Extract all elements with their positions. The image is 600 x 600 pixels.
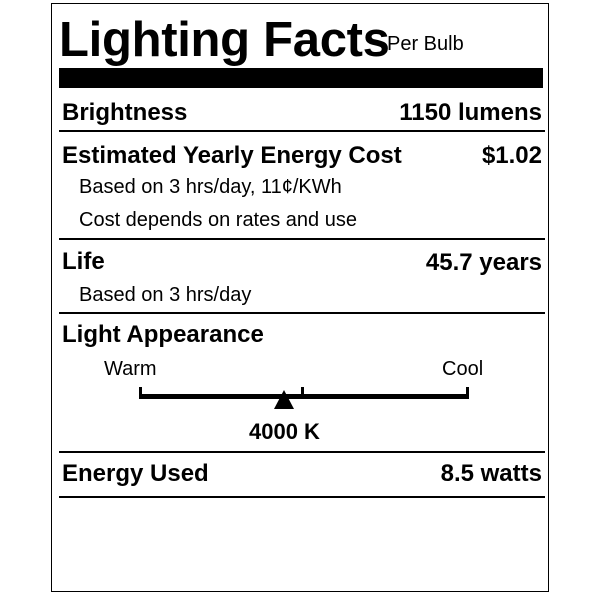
scale-tick-mid: [301, 387, 304, 395]
cool-label: Cool: [442, 358, 484, 380]
life-label: Life: [62, 248, 105, 275]
divider: [59, 496, 545, 498]
divider: [59, 130, 545, 132]
light-appearance-label: Light Appearance: [62, 321, 264, 348]
divider: [59, 238, 545, 240]
label-title: Lighting Facts: [59, 13, 390, 67]
brightness-value: 1150 lumens: [399, 99, 542, 126]
energy-cost-note: Based on 3 hrs/day, 11¢/KWh: [79, 176, 342, 198]
scale-tick-start: [139, 387, 142, 399]
energy-cost-label: Estimated Yearly Energy Cost: [62, 142, 402, 169]
color-temperature-marker-icon: [274, 390, 295, 409]
energy-used-label: Energy Used: [62, 460, 209, 487]
energy-cost-value: $1.02: [481, 142, 542, 169]
label-subtitle: Per Bulb: [387, 33, 464, 55]
divider: [59, 312, 545, 314]
energy-used-value: 8.5 watts: [440, 460, 542, 487]
warm-label: Warm: [104, 358, 157, 380]
brightness-label: Brightness: [62, 99, 188, 126]
label-border: [51, 3, 549, 592]
life-note: Based on 3 hrs/day: [79, 284, 252, 306]
life-value: 45.7 years: [425, 249, 542, 276]
color-temperature-scale: [140, 394, 468, 399]
title-divider-bar: [59, 68, 543, 88]
color-temperature-value: 4000 K: [249, 419, 320, 444]
divider: [59, 451, 545, 453]
scale-tick-end: [466, 387, 469, 399]
energy-cost-note: Cost depends on rates and use: [79, 209, 357, 231]
